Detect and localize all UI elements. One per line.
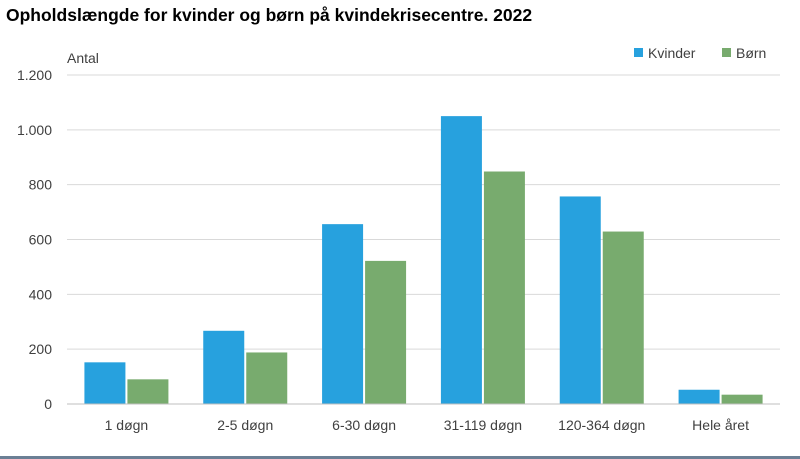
legend: Kvinder Børn [634,45,766,61]
legend-swatch [722,48,731,57]
x-tick-label: 120-364 døgn [558,417,645,433]
x-tick-labels: 1 døgn 2-5 døgn 6-30 døgn 31-119 døgn 120-36… [105,417,749,433]
y-tick-label: 0 [44,396,52,412]
chart-title: Opholdslængde for kvinder og børn på kvi… [6,5,533,25]
bar-børn [365,260,407,404]
legend-swatch [634,48,643,57]
bar-kvinder [559,196,601,404]
y-tick-label: 200 [29,341,53,357]
bar-kvinder [322,224,364,404]
y-tick-label: 600 [29,232,53,248]
y-axis-label: Antal [67,50,99,66]
bottom-divider [0,456,800,459]
bar-kvinder [203,330,245,404]
bar-børn [721,394,763,404]
legend-label: Kvinder [648,45,696,61]
bar-kvinder [440,116,482,404]
y-tick-label: 1.000 [17,122,52,138]
y-tick-label: 400 [29,286,53,302]
gridlines [67,74,780,350]
y-tick-labels: 0 200 400 600 800 1.000 1.200 [17,67,52,412]
y-tick-label: 800 [29,177,53,193]
bar-kvinder [678,389,720,404]
x-tick-label: Hele året [692,417,749,433]
bar-børn [483,171,525,404]
bars [84,116,763,404]
bar-kvinder [84,362,126,404]
bar-børn [602,231,644,404]
legend-label: Børn [736,45,766,61]
x-tick-label: 6-30 døgn [332,417,396,433]
x-tick-label: 1 døgn [105,417,149,433]
bar-børn [246,352,288,404]
y-tick-label: 1.200 [17,67,52,83]
bar-børn [127,379,169,404]
x-tick-label: 31-119 døgn [444,417,522,433]
x-tick-label: 2-5 døgn [217,417,273,433]
